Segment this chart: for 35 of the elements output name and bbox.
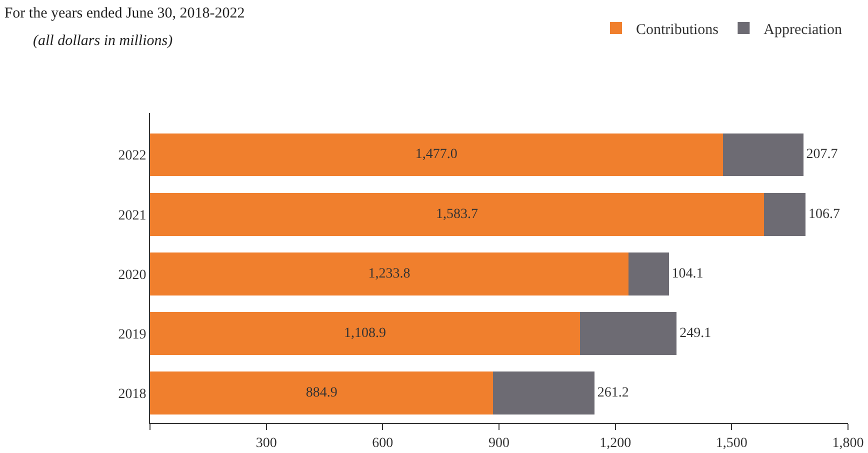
y-tick-label: 2019 — [118, 327, 146, 342]
y-tick-label: 2020 — [118, 268, 146, 283]
bar — [150, 252, 628, 296]
bar — [150, 133, 723, 176]
data-label: 1,108.9 — [344, 326, 386, 342]
data-label: 1,477.0 — [415, 147, 458, 162]
data-label: 104.1 — [672, 266, 704, 282]
y-tick-label: 2021 — [118, 208, 146, 224]
chart-subtitle: (all dollars in millions) — [33, 33, 173, 49]
bar — [150, 372, 494, 415]
data-label: 261.2 — [597, 386, 629, 401]
x-tick-label: 300 — [256, 436, 277, 451]
legend-label: Contributions — [636, 22, 719, 38]
chart-title: For the years ended June 30, 2018-2022 — [4, 5, 245, 22]
data-label: 106.7 — [808, 206, 840, 222]
bar — [150, 192, 764, 236]
data-label: 1,583.7 — [436, 206, 478, 222]
bar — [580, 312, 677, 356]
data-label: 1,233.8 — [368, 266, 410, 282]
bar — [764, 192, 806, 236]
data-label: 884.9 — [306, 386, 338, 401]
x-tick-label: 600 — [372, 436, 394, 451]
x-tick-label: 1,200 — [600, 436, 632, 451]
x-tick-label: 1,800 — [832, 436, 864, 451]
legend-label: Appreciation — [764, 22, 842, 38]
x-tick-label: 1,500 — [716, 436, 748, 451]
bar — [493, 372, 594, 415]
y-tick-label: 2022 — [118, 148, 146, 164]
y-tick-label: 2018 — [118, 387, 146, 402]
data-label: 249.1 — [680, 326, 712, 342]
bar — [150, 312, 580, 356]
bar — [628, 252, 669, 296]
data-label: 207.7 — [806, 147, 838, 162]
x-tick-label: 900 — [488, 436, 510, 451]
bar — [722, 133, 804, 176]
